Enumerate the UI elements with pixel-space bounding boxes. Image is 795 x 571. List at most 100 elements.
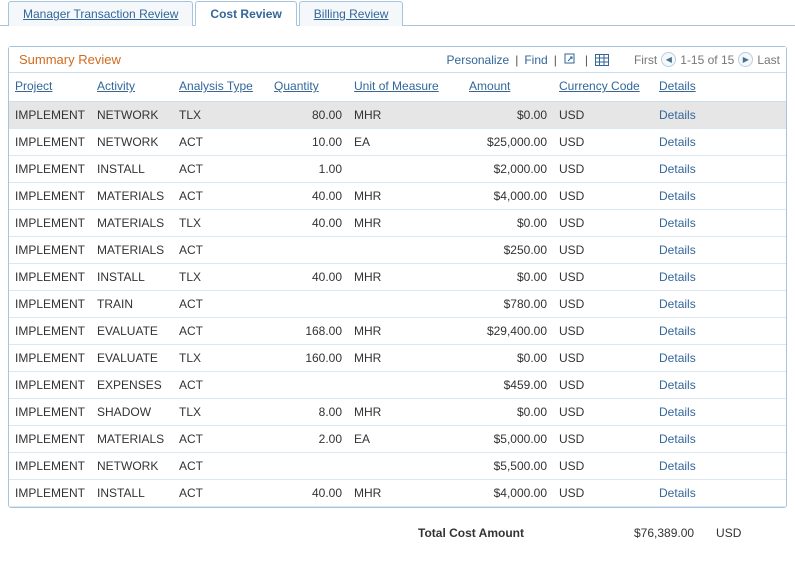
cell-project: IMPLEMENT — [9, 183, 91, 210]
separator: | — [515, 53, 518, 67]
first-label[interactable]: First — [634, 53, 657, 67]
cell-analysis: ACT — [173, 129, 268, 156]
find-link[interactable]: Find — [524, 53, 547, 67]
cell-details: Details — [653, 480, 786, 507]
cell-project: IMPLEMENT — [9, 372, 91, 399]
details-link[interactable]: Details — [659, 405, 696, 419]
tab-manager-transaction-review[interactable]: Manager Transaction Review — [8, 1, 193, 26]
table-row[interactable]: IMPLEMENTEVALUATETLX160.00MHR$0.00USDDet… — [9, 345, 786, 372]
col-quantity[interactable]: Quantity — [268, 73, 348, 102]
details-link[interactable]: Details — [659, 486, 696, 500]
col-project[interactable]: Project — [9, 73, 91, 102]
cell-curr: USD — [553, 345, 653, 372]
cell-analysis: ACT — [173, 372, 268, 399]
cell-uom: MHR — [348, 264, 463, 291]
col-activity[interactable]: Activity — [91, 73, 173, 102]
cell-project: IMPLEMENT — [9, 399, 91, 426]
details-link[interactable]: Details — [659, 108, 696, 122]
details-link[interactable]: Details — [659, 243, 696, 257]
details-link[interactable]: Details — [659, 297, 696, 311]
col-uom[interactable]: Unit of Measure — [348, 73, 463, 102]
cell-qty: 168.00 — [268, 318, 348, 345]
summary-review-panel: Summary Review Personalize | Find | | Fi… — [8, 46, 787, 508]
cell-amount: $0.00 — [463, 345, 553, 372]
details-link[interactable]: Details — [659, 378, 696, 392]
cell-project: IMPLEMENT — [9, 426, 91, 453]
col-currency[interactable]: Currency Code — [553, 73, 653, 102]
cell-analysis: ACT — [173, 318, 268, 345]
cell-analysis: ACT — [173, 156, 268, 183]
cell-analysis: ACT — [173, 237, 268, 264]
cell-project: IMPLEMENT — [9, 264, 91, 291]
details-link[interactable]: Details — [659, 135, 696, 149]
panel-title: Summary Review — [15, 52, 121, 67]
details-link[interactable]: Details — [659, 189, 696, 203]
details-link[interactable]: Details — [659, 432, 696, 446]
table-row[interactable]: IMPLEMENTINSTALLACT1.00$2,000.00USDDetai… — [9, 156, 786, 183]
table-row[interactable]: IMPLEMENTMATERIALSACT40.00MHR$4,000.00US… — [9, 183, 786, 210]
cell-uom: MHR — [348, 318, 463, 345]
cell-qty: 2.00 — [268, 426, 348, 453]
cell-curr: USD — [553, 399, 653, 426]
grid-icon[interactable] — [594, 53, 610, 67]
details-link[interactable]: Details — [659, 162, 696, 176]
col-analysis[interactable]: Analysis Type — [173, 73, 268, 102]
cell-curr: USD — [553, 129, 653, 156]
details-link[interactable]: Details — [659, 216, 696, 230]
table-row[interactable]: IMPLEMENTEVALUATEACT168.00MHR$29,400.00U… — [9, 318, 786, 345]
cell-curr: USD — [553, 102, 653, 129]
tab-billing-review[interactable]: Billing Review — [299, 1, 404, 26]
details-link[interactable]: Details — [659, 270, 696, 284]
table-row[interactable]: IMPLEMENTNETWORKTLX80.00MHR$0.00USDDetai… — [9, 102, 786, 129]
summary-table: Project Activity Analysis Type Quantity … — [9, 73, 786, 507]
table-row[interactable]: IMPLEMENTSHADOWTLX8.00MHR$0.00USDDetails — [9, 399, 786, 426]
details-link[interactable]: Details — [659, 351, 696, 365]
table-row[interactable]: IMPLEMENTNETWORKACT$5,500.00USDDetails — [9, 453, 786, 480]
table-row[interactable]: IMPLEMENTINSTALLTLX40.00MHR$0.00USDDetai… — [9, 264, 786, 291]
total-label: Total Cost Amount — [418, 526, 524, 540]
table-row[interactable]: IMPLEMENTTRAINACT$780.00USDDetails — [9, 291, 786, 318]
details-link[interactable]: Details — [659, 459, 696, 473]
details-link[interactable]: Details — [659, 324, 696, 338]
table-row[interactable]: IMPLEMENTMATERIALSTLX40.00MHR$0.00USDDet… — [9, 210, 786, 237]
cell-activity: SHADOW — [91, 399, 173, 426]
cell-amount: $2,000.00 — [463, 156, 553, 183]
cell-amount: $5,500.00 — [463, 453, 553, 480]
table-row[interactable]: IMPLEMENTMATERIALSACT$250.00USDDetails — [9, 237, 786, 264]
cell-details: Details — [653, 210, 786, 237]
cell-amount: $29,400.00 — [463, 318, 553, 345]
cell-details: Details — [653, 318, 786, 345]
total-currency: USD — [716, 526, 741, 540]
table-row[interactable]: IMPLEMENTNETWORKACT10.00EA$25,000.00USDD… — [9, 129, 786, 156]
tab-cost-review[interactable]: Cost Review — [195, 1, 296, 26]
next-page-icon[interactable]: ▶ — [738, 52, 753, 67]
col-details[interactable]: Details — [653, 73, 786, 102]
cell-curr: USD — [553, 480, 653, 507]
cell-activity: EXPENSES — [91, 372, 173, 399]
col-amount[interactable]: Amount — [463, 73, 553, 102]
separator: | — [554, 53, 557, 67]
cell-analysis: ACT — [173, 183, 268, 210]
cell-amount: $4,000.00 — [463, 480, 553, 507]
cell-project: IMPLEMENT — [9, 129, 91, 156]
table-row[interactable]: IMPLEMENTEXPENSESACT$459.00USDDetails — [9, 372, 786, 399]
zoom-icon[interactable] — [563, 53, 579, 67]
last-label[interactable]: Last — [757, 53, 780, 67]
cell-qty: 40.00 — [268, 210, 348, 237]
prev-page-icon[interactable]: ◀ — [661, 52, 676, 67]
cell-project: IMPLEMENT — [9, 102, 91, 129]
cell-project: IMPLEMENT — [9, 237, 91, 264]
table-row[interactable]: IMPLEMENTMATERIALSACT2.00EA$5,000.00USDD… — [9, 426, 786, 453]
cell-qty: 10.00 — [268, 129, 348, 156]
cell-activity: INSTALL — [91, 264, 173, 291]
cell-curr: USD — [553, 183, 653, 210]
table-row[interactable]: IMPLEMENTINSTALLACT40.00MHR$4,000.00USDD… — [9, 480, 786, 507]
cell-analysis: TLX — [173, 210, 268, 237]
cell-uom — [348, 291, 463, 318]
cell-uom: EA — [348, 426, 463, 453]
personalize-link[interactable]: Personalize — [447, 53, 510, 67]
cell-qty — [268, 453, 348, 480]
cell-activity: EVALUATE — [91, 318, 173, 345]
cell-amount: $4,000.00 — [463, 183, 553, 210]
cell-project: IMPLEMENT — [9, 480, 91, 507]
